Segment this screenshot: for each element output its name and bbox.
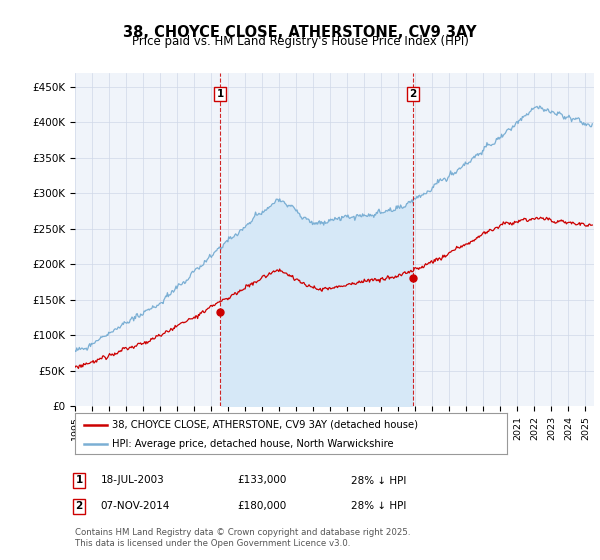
- Text: 2: 2: [76, 501, 83, 511]
- Text: £133,000: £133,000: [237, 475, 286, 486]
- Text: 28% ↓ HPI: 28% ↓ HPI: [351, 475, 406, 486]
- Text: Price paid vs. HM Land Registry's House Price Index (HPI): Price paid vs. HM Land Registry's House …: [131, 35, 469, 48]
- Text: 1: 1: [217, 89, 224, 99]
- Point: [215, 307, 225, 316]
- Point: [408, 274, 418, 283]
- Text: 1: 1: [76, 475, 83, 486]
- Text: 38, CHOYCE CLOSE, ATHERSTONE, CV9 3AY (detached house): 38, CHOYCE CLOSE, ATHERSTONE, CV9 3AY (d…: [112, 419, 418, 430]
- Text: 18-JUL-2003: 18-JUL-2003: [101, 475, 164, 486]
- Text: 38, CHOYCE CLOSE, ATHERSTONE, CV9 3AY: 38, CHOYCE CLOSE, ATHERSTONE, CV9 3AY: [123, 25, 477, 40]
- Text: Contains HM Land Registry data © Crown copyright and database right 2025.
This d: Contains HM Land Registry data © Crown c…: [75, 528, 410, 548]
- Text: £180,000: £180,000: [237, 501, 286, 511]
- Text: 2: 2: [409, 89, 416, 99]
- Text: HPI: Average price, detached house, North Warwickshire: HPI: Average price, detached house, Nort…: [112, 438, 394, 449]
- Text: 28% ↓ HPI: 28% ↓ HPI: [351, 501, 406, 511]
- Text: 07-NOV-2014: 07-NOV-2014: [101, 501, 170, 511]
